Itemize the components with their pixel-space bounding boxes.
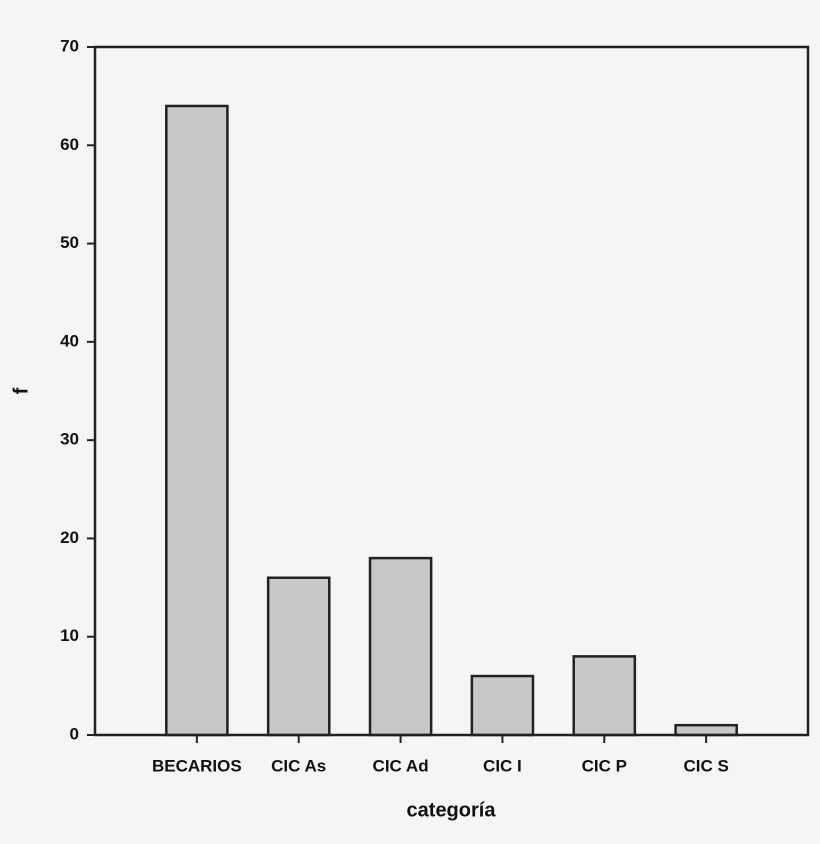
y-tick-label: 40 [60,331,79,350]
x-tick-label: CIC Ad [373,756,429,775]
plot-frame [93,45,810,737]
x-tick-label: CIC I [483,756,522,775]
y-tick-label: 70 [60,36,79,55]
x-tick-label: BECARIOS [152,756,242,775]
x-axis-label: categoría [407,799,497,821]
y-tick-label: 10 [60,626,79,645]
bar [572,655,637,737]
x-tick-label: CIC P [582,756,627,775]
x-tick-label: CIC As [271,756,326,775]
y-tick-label: 30 [60,430,79,449]
y-tick-label: 20 [60,528,79,547]
x-tick-label: CIC S [683,756,728,775]
bar [165,104,229,737]
y-tick-label: 50 [60,233,79,252]
bar [368,556,433,737]
bar [266,576,331,737]
bar [470,674,535,737]
y-axis-label: f [10,387,32,394]
y-tick-label: 60 [60,135,79,154]
y-tick-label: 0 [70,724,79,743]
bar [674,723,738,737]
